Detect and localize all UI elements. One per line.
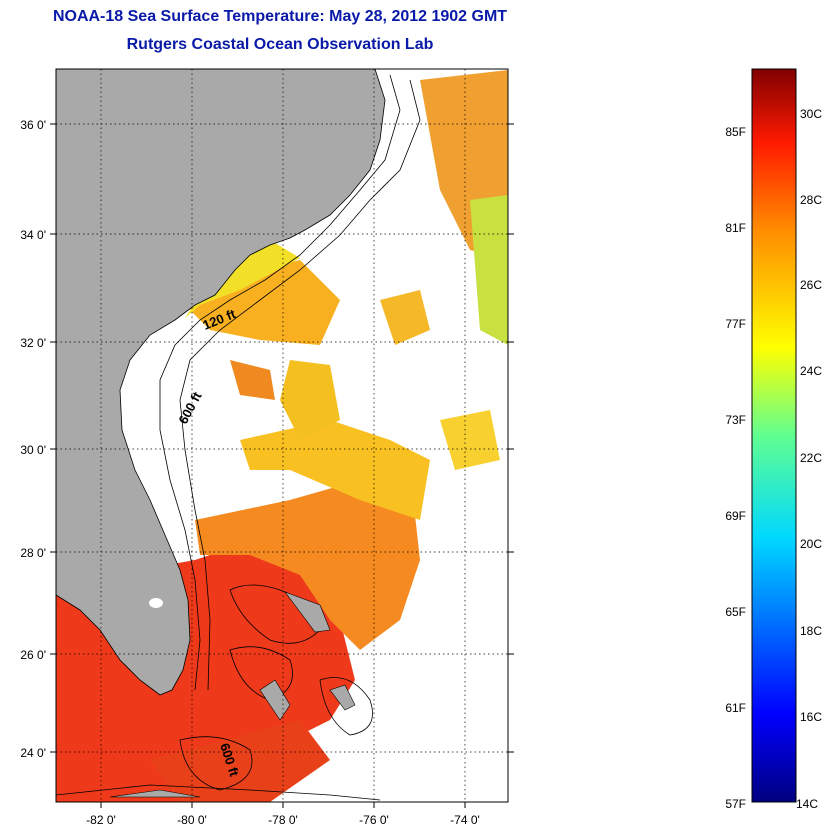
lon-label: -78 0' (268, 813, 298, 827)
colorbar-c-label: 22C (800, 451, 822, 465)
map-title: NOAA-18 Sea Surface Temperature: May 28,… (52, 8, 508, 25)
bathymetry-contours (56, 74, 421, 801)
lon-label: -82 0' (86, 813, 116, 827)
graticule (56, 69, 508, 802)
lat-label: 28 0' (20, 546, 46, 560)
bahamas-islands (109, 591, 356, 798)
axis-ticks (50, 123, 514, 808)
map-subtitle: Rutgers Coastal Ocean Observation Lab (126, 36, 434, 53)
colorbar-f-label: 65F (725, 605, 746, 619)
longitude-labels: -82 0' -80 0' -78 0' -76 0' -74 0' (86, 813, 480, 827)
colorbar-c-label: 30C (800, 107, 822, 121)
colorbar-f-label: 85F (725, 125, 746, 139)
colorbar-f-label: 77F (725, 317, 746, 331)
colorbar-celsius-labels: 30C 28C 26C 24C 22C 20C 18C 16C 14C (796, 107, 822, 811)
colorbar-fahrenheit-labels: 85F 81F 77F 73F 69F 65F 61F 57F (725, 125, 746, 811)
lat-label: 34 0' (20, 228, 46, 242)
colorbar-f-label: 69F (725, 509, 746, 523)
land-mass (56, 69, 386, 696)
map-frame (55, 68, 509, 803)
lat-label: 26 0' (20, 648, 46, 662)
colorbar-f-label: 57F (725, 797, 746, 811)
lat-label: 32 0' (20, 336, 46, 350)
colorbar-c-label: 18C (800, 624, 822, 638)
map-area: 120 ft 600 ft 600 ft (56, 69, 508, 802)
lat-label: 30 0' (20, 443, 46, 457)
lon-label: -74 0' (450, 813, 480, 827)
lake-okeechobee (149, 598, 163, 608)
sst-swaths (56, 70, 508, 802)
colorbar-c-label: 28C (800, 193, 822, 207)
colorbar-c-label: 26C (800, 278, 822, 292)
lat-label: 36 0' (20, 118, 46, 132)
colorbar-c-label: 16C (800, 710, 822, 724)
colorbar (751, 68, 797, 803)
colorbar-c-label: 20C (800, 537, 822, 551)
colorbar-f-label: 81F (725, 221, 746, 235)
lon-label: -76 0' (359, 813, 389, 827)
colorbar-f-label: 73F (725, 413, 746, 427)
colorbar-f-label: 61F (725, 701, 746, 715)
lon-label: -80 0' (177, 813, 207, 827)
colorbar-c-label: 14C (796, 797, 818, 811)
lat-label: 24 0' (20, 746, 46, 760)
latitude-labels: 36 0' 34 0' 32 0' 30 0' 28 0' 26 0' 24 0… (20, 118, 46, 760)
colorbar-c-label: 24C (800, 364, 822, 378)
